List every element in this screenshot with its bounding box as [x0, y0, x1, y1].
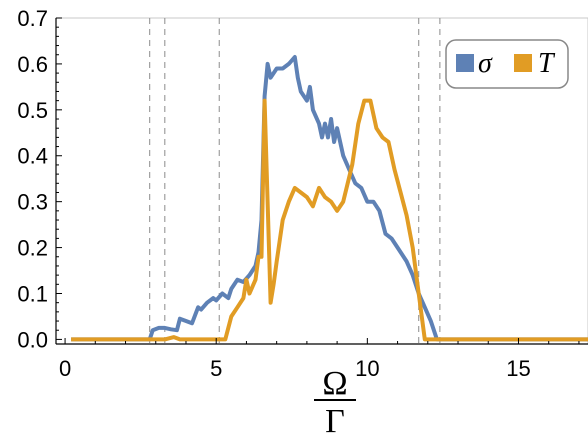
plot-frame [55, 17, 588, 345]
series-lines [71, 55, 588, 342]
x-tick-label-3: 15 [506, 356, 530, 381]
legend-box [445, 39, 569, 89]
legend-swatch-sigma [456, 54, 474, 72]
x-tick-label-2: 10 [355, 356, 379, 381]
legend: σ T [445, 39, 569, 89]
legend-label-t: T [538, 48, 556, 79]
series-line-sigma [71, 55, 588, 342]
x-tick-label-1: 5 [210, 356, 222, 381]
x-axis-label-numerator: Ω [322, 365, 347, 402]
y-tick-label-4: 0.4 [17, 144, 48, 169]
x-tick-label-0: 0 [59, 356, 71, 381]
y-tick-label-7: 0.7 [17, 6, 48, 31]
y-tick-label-6: 0.6 [17, 52, 48, 77]
y-tick-label-1: 0.1 [17, 281, 48, 306]
series-line-t [71, 98, 588, 342]
axis-ticks: 0 5 10 15 0.0 0.1 0.2 0.3 0.4 0.5 0.6 0.7 [17, 6, 580, 381]
y-tick-label-5: 0.5 [17, 98, 48, 123]
legend-label-sigma: σ [478, 48, 493, 79]
legend-swatch-t [514, 54, 532, 72]
y-tick-label-3: 0.3 [17, 190, 48, 215]
x-axis-label: Ω Γ [314, 365, 356, 433]
x-axis-label-denominator: Γ [325, 403, 345, 433]
y-tick-label-2: 0.2 [17, 236, 48, 261]
y-tick-label-0: 0.0 [17, 327, 48, 352]
